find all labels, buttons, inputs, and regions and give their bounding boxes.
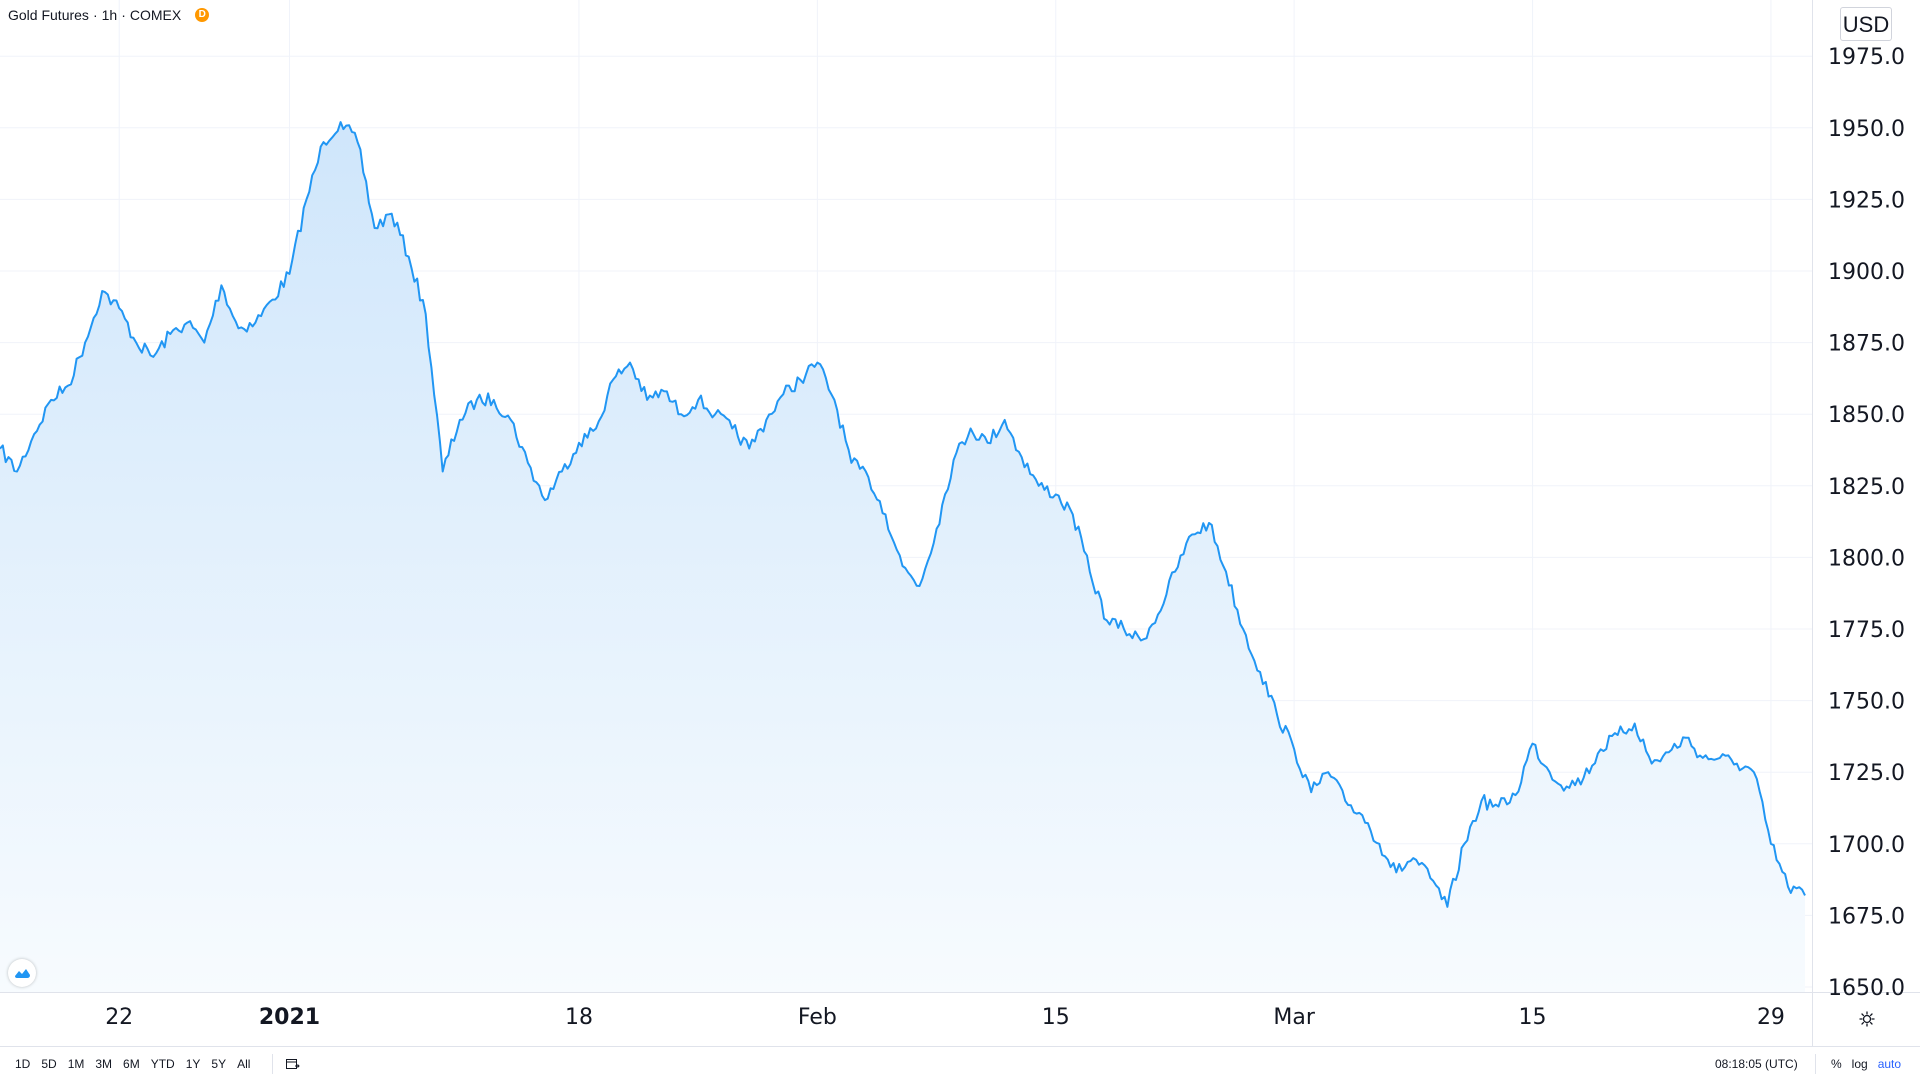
legend-separator: · — [121, 7, 126, 23]
y-tick-label: 1975.0 — [1828, 45, 1905, 70]
chart-legend[interactable]: Gold Futures · 1h · COMEX D — [8, 7, 210, 23]
utc-clock[interactable]: 08:18:05 (UTC) — [1715, 1057, 1798, 1071]
x-tick-label: Feb — [798, 1005, 837, 1030]
price-line — [0, 121, 1806, 908]
y-tick-label: 1850.0 — [1828, 403, 1905, 428]
log-scale-toggle[interactable]: log — [1851, 1057, 1868, 1071]
y-tick-label: 1800.0 — [1828, 546, 1905, 571]
range-all[interactable]: All — [237, 1057, 251, 1071]
price-axis[interactable]: 1650.0 1675.0 1700.0 1725.0 1750.0 1775.0 1800… — [1828, 45, 1905, 1001]
range-1m[interactable]: 1M — [67, 1057, 85, 1071]
range-3m[interactable]: 3M — [95, 1057, 113, 1071]
interval-label: 1h — [101, 7, 118, 23]
x-tick-label: 15 — [1042, 1005, 1070, 1030]
price-area-fill — [0, 122, 1805, 993]
x-tick-label: Mar — [1273, 1005, 1315, 1030]
y-tick-label: 1725.0 — [1828, 761, 1905, 786]
tradingview-logo-icon[interactable] — [8, 959, 36, 987]
y-tick-label: 1875.0 — [1828, 332, 1905, 357]
legend-separator: · — [92, 7, 98, 23]
x-tick-label: 22 — [105, 1005, 133, 1030]
y-tick-label: 1950.0 — [1828, 117, 1905, 142]
exchange-label: COMEX — [129, 7, 182, 23]
scale-options: % log auto — [1831, 1057, 1901, 1071]
x-tick-label: 18 — [565, 1005, 593, 1030]
y-tick-label: 1650.0 — [1828, 976, 1905, 1001]
x-tick-label: 2021 — [259, 1005, 320, 1030]
time-axis[interactable]: 22 2021 18 Feb 15 Mar 15 29 — [105, 1005, 1785, 1030]
gear-icon[interactable] — [1858, 1010, 1876, 1028]
range-1y[interactable]: 1Y — [185, 1057, 201, 1071]
percent-scale-toggle[interactable]: % — [1831, 1057, 1842, 1071]
x-tick-label: 15 — [1519, 1005, 1547, 1030]
toolbar-divider — [272, 1054, 273, 1074]
range-5d[interactable]: 5D — [41, 1057, 57, 1071]
y-tick-label: 1750.0 — [1828, 690, 1905, 715]
range-ytd[interactable]: YTD — [150, 1057, 175, 1071]
symbol-name: Gold Futures — [8, 7, 89, 23]
range-6m[interactable]: 6M — [123, 1057, 140, 1071]
range-1d[interactable]: 1D — [15, 1057, 31, 1071]
x-tick-label: 29 — [1757, 1005, 1785, 1030]
currency-label[interactable]: USD — [1840, 7, 1892, 41]
y-tick-label: 1700.0 — [1828, 833, 1905, 858]
y-tick-label: 1775.0 — [1828, 618, 1905, 643]
toolbar-divider — [1815, 1054, 1816, 1074]
bottom-toolbar: 1D 5D 1M 3M 6M YTD 1Y 5Y All 08:18:05 (U… — [0, 1046, 1920, 1080]
auto-scale-toggle[interactable]: auto — [1877, 1057, 1902, 1071]
price-chart[interactable]: 1650.0 1675.0 1700.0 1725.0 1750.0 1775.0 1800… — [0, 0, 1920, 1046]
date-range-selector: 1D 5D 1M 3M 6M YTD 1Y 5Y All — [15, 1057, 250, 1071]
y-tick-label: 1675.0 — [1828, 904, 1905, 929]
range-5y[interactable]: 5Y — [211, 1057, 227, 1071]
y-tick-label: 1900.0 — [1828, 260, 1905, 285]
calendar-goto-icon[interactable] — [286, 1058, 300, 1070]
y-tick-label: 1925.0 — [1828, 188, 1905, 213]
delayed-data-badge[interactable]: D — [195, 8, 210, 22]
y-tick-label: 1825.0 — [1828, 475, 1905, 500]
